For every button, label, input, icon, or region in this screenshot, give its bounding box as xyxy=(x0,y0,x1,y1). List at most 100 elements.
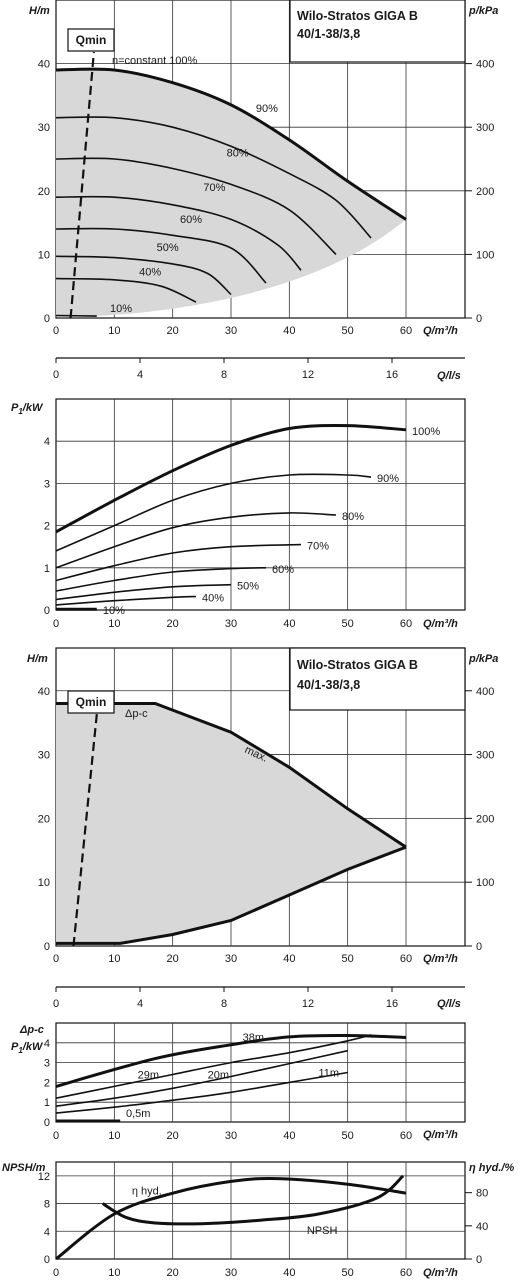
power-curve-label: 40% xyxy=(202,592,224,604)
power-curve-label: 100% xyxy=(412,426,440,438)
x-tick-label: 40 xyxy=(283,1130,295,1142)
x-tick-label: 20 xyxy=(167,1267,179,1279)
x-tick-label: 30 xyxy=(225,953,237,965)
y-right-tick-label: 100 xyxy=(476,877,494,889)
speed-curve-label: 10% xyxy=(110,303,132,315)
y-right-tick-label: 400 xyxy=(476,59,494,71)
flow-ls-tick-label: 0 xyxy=(53,369,59,381)
y-tick-label: 0 xyxy=(44,1117,50,1129)
y-tick-label: 40 xyxy=(38,59,50,71)
y-right-tick-label: 100 xyxy=(476,249,494,261)
y-tick-label: 30 xyxy=(38,750,50,762)
speed-curve xyxy=(55,255,232,296)
dpc-power-curve xyxy=(55,1049,348,1107)
title-box xyxy=(289,0,466,63)
speed-curve-label: 40% xyxy=(139,267,161,279)
flow-ls-axis-2-label: Q/l/s xyxy=(437,998,461,1010)
power-curve-label: 80% xyxy=(342,511,364,523)
power-curve xyxy=(55,583,232,601)
panel4-tick-labels: 0 10 20 30 40 50 60 0 1 2 3 4 xyxy=(44,1038,412,1142)
y-tick-label: 1 xyxy=(44,563,50,575)
power-curves: 100% 90% 80% 70% 60% 50% 40% 10% xyxy=(55,424,440,617)
x-tick-label: 20 xyxy=(167,953,179,965)
qmin-label: Qmin xyxy=(76,695,107,709)
x-axis-label: Q/m³/h xyxy=(423,325,458,337)
power-curve-label: 90% xyxy=(377,473,399,485)
x-tick-label: 40 xyxy=(283,325,295,337)
power-curve-label: 50% xyxy=(237,581,259,593)
y-tick-label: 2 xyxy=(44,521,50,533)
speed-curve xyxy=(55,314,97,317)
x-tick-label: 50 xyxy=(342,1267,354,1279)
flow-ls-axis-2: 0 4 8 12 16 Q/l/s xyxy=(53,986,465,1010)
panel2-tick-labels: 0 10 20 30 40 50 60 0 1 2 3 4 xyxy=(44,436,412,630)
flow-ls-tick-label: 12 xyxy=(302,998,314,1010)
power-curve xyxy=(55,512,337,569)
speed-curve xyxy=(55,277,197,303)
x-tick-label: 50 xyxy=(342,1130,354,1142)
x-tick-label: 0 xyxy=(53,325,59,337)
x-tick-label: 30 xyxy=(225,618,237,630)
qmin-box xyxy=(67,690,115,714)
dpc-power-curve-label: 11m xyxy=(319,1067,340,1079)
y-tick-label: 20 xyxy=(38,186,50,198)
y-axis-label-left: NPSH/m xyxy=(2,1162,46,1174)
x-tick-label: 10 xyxy=(108,1130,120,1142)
x-tick-label: 10 xyxy=(108,325,120,337)
y-tick-label: 3 xyxy=(44,478,50,490)
dpc-power-curve xyxy=(55,1034,372,1099)
x-tick-label: 0 xyxy=(53,618,59,630)
flow-ls-tick-label: 4 xyxy=(137,369,143,381)
y-axis-label-mode: Δp-c xyxy=(19,1024,44,1036)
x-axis-label: Q/m³/h xyxy=(423,618,458,630)
dpc-power-curves: 38m 29m 20m 11m 0,5m xyxy=(55,1032,407,1123)
y-right-tick-label: 40 xyxy=(476,1221,488,1233)
speed-curves: n=constant 100% 90% 80% 70% 60% 50% 40% 10% xyxy=(55,55,407,317)
y-axis-label-sub: 1 xyxy=(18,1046,23,1055)
panel5-frame xyxy=(55,1161,466,1260)
title-line-1: Wilo-Stratos GIGA B xyxy=(297,658,418,672)
y-tick-label: 10 xyxy=(38,877,50,889)
efficiency-curve-label: η hyd. xyxy=(132,1186,162,1198)
panel5-grid xyxy=(56,1162,465,1259)
npsh-curve-label: NPSH xyxy=(307,1225,338,1237)
y-axis-label-unit: /kW xyxy=(22,1041,44,1053)
x-tick-label: 60 xyxy=(400,1130,412,1142)
panel4-frame xyxy=(55,1022,466,1123)
y-right-tick-label: 200 xyxy=(476,186,494,198)
speed-curve-label: 50% xyxy=(157,242,179,254)
x-tick-label: 10 xyxy=(108,953,120,965)
x-tick-label: 40 xyxy=(283,953,295,965)
y-tick-label: 0 xyxy=(44,1254,50,1266)
flow-ls-tick-label: 0 xyxy=(53,998,59,1010)
dpc-power-curve-label: 29m xyxy=(138,1069,159,1081)
x-tick-label: 30 xyxy=(225,1267,237,1279)
x-tick-label: 30 xyxy=(225,1130,237,1142)
y-axis-label-main: P xyxy=(11,402,19,414)
x-tick-label: 50 xyxy=(342,953,354,965)
power-curve-label: 10% xyxy=(103,605,125,617)
speed-curve-label: 80% xyxy=(227,148,249,160)
speed-curve-label: 70% xyxy=(203,182,225,194)
speed-curve xyxy=(55,195,302,271)
x-tick-label: 20 xyxy=(167,618,179,630)
y-tick-label: 30 xyxy=(38,122,50,134)
x-tick-label: 60 xyxy=(400,953,412,965)
flow-ls-tick-label: 4 xyxy=(137,998,143,1010)
y-axis-label: P1/kW xyxy=(11,1041,44,1055)
y-tick-label: 40 xyxy=(38,686,50,698)
npsh-efficiency-curves: η hyd. NPSH xyxy=(55,1174,407,1261)
dpc-power-curve xyxy=(55,1071,348,1114)
panel-dpc-envelope: Qmin Δp-c max. Wilo-Stratos GIGA B 40/1-… xyxy=(27,647,498,965)
flow-ls-tick-label: 16 xyxy=(386,998,398,1010)
x-tick-label: 40 xyxy=(283,1267,295,1279)
title-box xyxy=(289,647,466,711)
dpc-power-curve xyxy=(55,1033,407,1088)
power-curve xyxy=(55,543,302,582)
flow-ls-tick-label: 8 xyxy=(221,369,227,381)
dpc-mode-label: Δp-c xyxy=(125,708,148,720)
x-axis-label: Q/m³/h xyxy=(423,1267,458,1279)
x-tick-label: 50 xyxy=(342,618,354,630)
